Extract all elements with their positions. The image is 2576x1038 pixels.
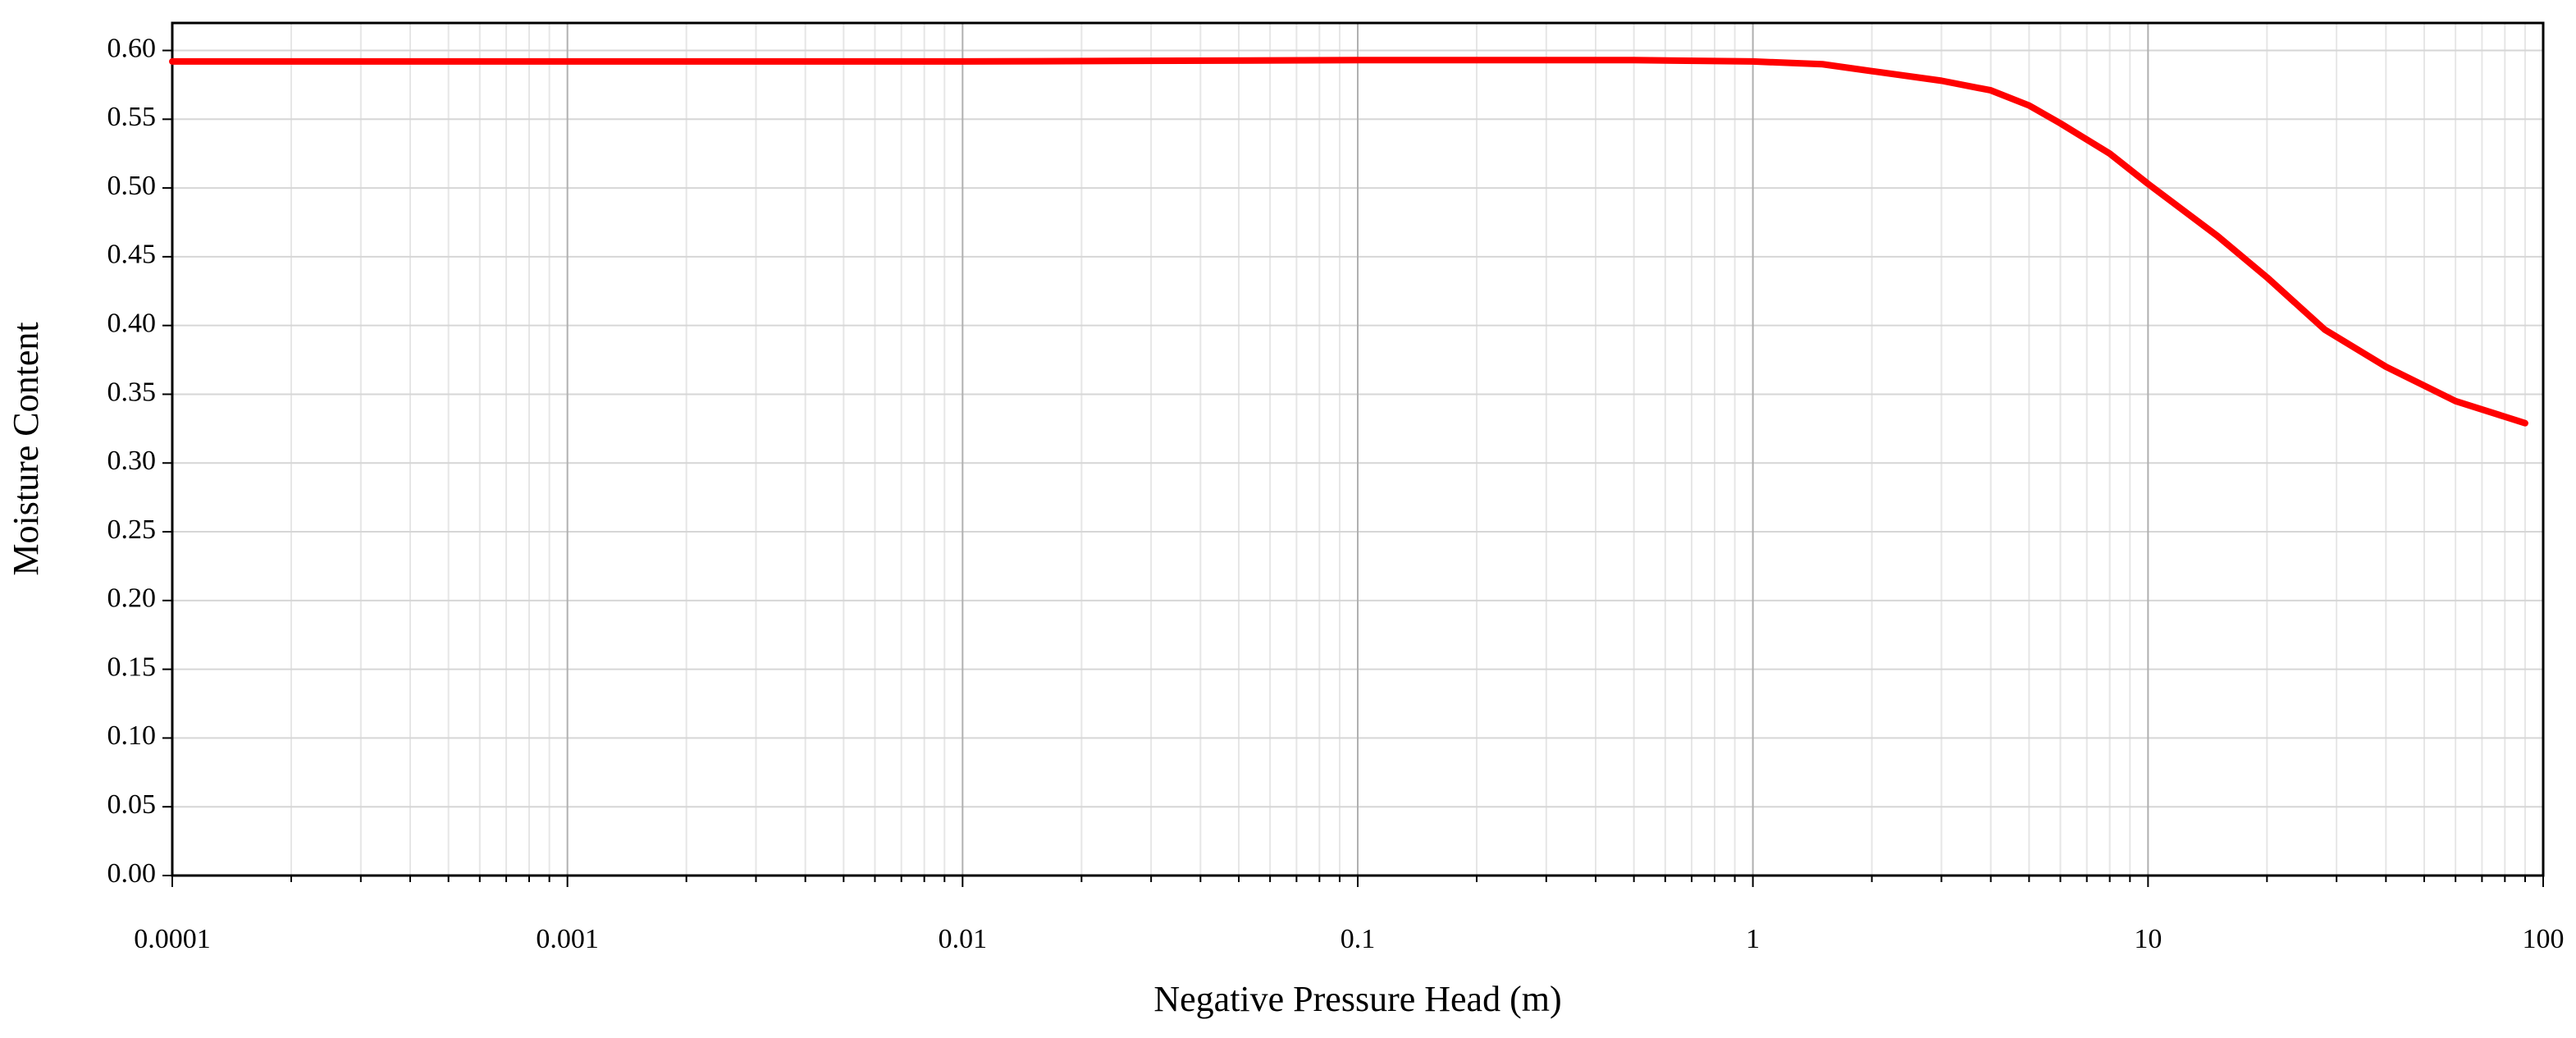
y-tick-label: 0.15 (107, 652, 157, 682)
y-tick-label: 0.30 (107, 446, 157, 476)
y-tick-label: 0.60 (107, 33, 157, 63)
y-tick-label: 0.25 (107, 514, 157, 545)
y-tick-label: 0.10 (107, 720, 157, 751)
y-tick-label: 0.35 (107, 377, 157, 407)
x-tick-label: 0.01 (939, 924, 988, 954)
x-axis-title: Negative Pressure Head (m) (1153, 979, 1561, 1019)
data-line (169, 57, 2528, 427)
y-tick-label: 0.05 (107, 789, 157, 820)
y-tick-label: 0.55 (107, 102, 157, 132)
x-tick-label: 10 (2134, 924, 2162, 954)
y-tick-label: 0.50 (107, 171, 157, 201)
y-tick-label: 0.40 (107, 308, 157, 338)
x-tick-label: 1 (1746, 924, 1760, 954)
y-tick-label: 0.45 (107, 240, 157, 270)
x-tick-label: 0.0001 (134, 924, 211, 954)
y-axis-title: Moisture Content (6, 322, 46, 575)
x-tick-label: 0.001 (536, 924, 599, 954)
y-tick-label: 0.20 (107, 583, 157, 614)
y-tick-label: 0.00 (107, 858, 157, 889)
plot-frame (171, 21, 2545, 877)
x-tick-label: 100 (2523, 924, 2565, 954)
x-tick-label: 0.1 (1341, 924, 1376, 954)
